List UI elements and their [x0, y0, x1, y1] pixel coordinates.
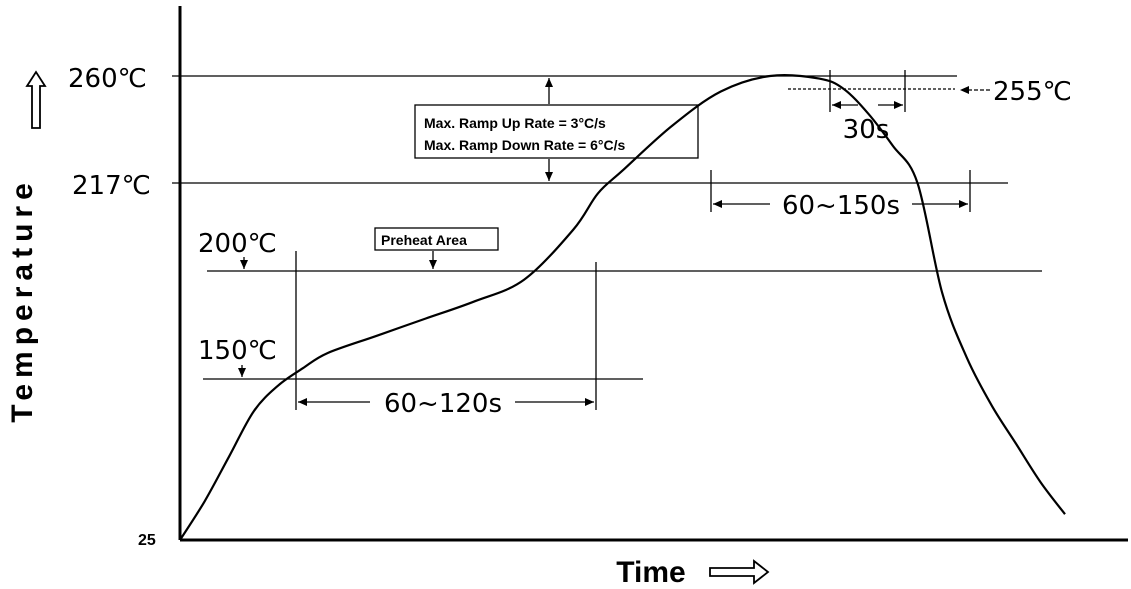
y-axis-arrow-icon — [25, 70, 47, 129]
x-axis-arrow-icon — [709, 559, 770, 585]
preheat-time-label: 60~120s — [384, 389, 502, 419]
preheat-text: Preheat Area — [381, 232, 467, 248]
ramp-down-text: Max. Ramp Down Rate = 6°C/s — [424, 137, 625, 153]
y-axis-label: Temperature — [6, 177, 39, 423]
peak-temp-label: 255℃ — [993, 77, 1072, 107]
preheat-box — [374, 227, 499, 251]
ramp-rate-box — [414, 104, 699, 159]
y-tick-260: 260℃ — [68, 64, 147, 94]
x-axis-label: Time — [616, 556, 685, 589]
ramp-up-text: Max. Ramp Up Rate = 3°C/s — [424, 115, 606, 131]
reflow-profile-curve — [179, 74, 1066, 541]
liquidus-time-label: 60~150s — [782, 191, 900, 221]
y-tick-200: 200℃ — [198, 229, 277, 259]
y-tick-150: 150℃ — [198, 336, 277, 366]
y-tick-217: 217℃ — [72, 171, 151, 201]
y-tick-25: 25 — [138, 532, 156, 549]
